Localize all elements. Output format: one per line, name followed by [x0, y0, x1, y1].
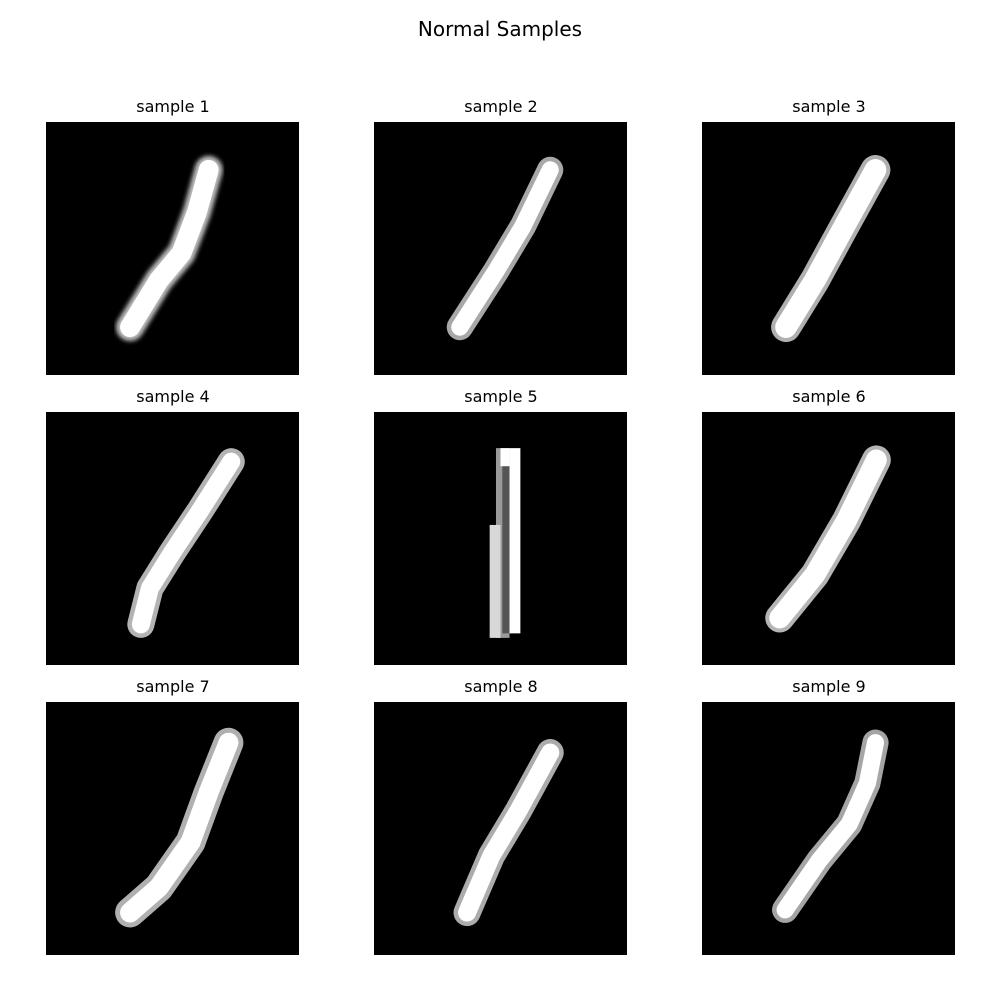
digit-one-stroke: [115, 727, 244, 928]
panel-title-4: sample 4: [136, 387, 210, 406]
sample-image-5: [374, 412, 627, 665]
panel-title-6: sample 6: [792, 387, 866, 406]
sample-image-1: [46, 122, 299, 375]
sample-image-2: [374, 122, 627, 375]
sample-image-7: [46, 702, 299, 955]
figure-title: Normal Samples: [417, 17, 583, 41]
digit-one-stroke: [116, 155, 223, 342]
digit-one-stroke: [453, 739, 564, 927]
digit-one-stroke: [772, 729, 889, 923]
sample-image-3: [702, 122, 955, 375]
digit-one-stroke: [771, 154, 891, 343]
panel-title-5: sample 5: [464, 387, 538, 406]
sample-image-9: [702, 702, 955, 955]
panel-title-9: sample 9: [792, 677, 866, 696]
panel-title-8: sample 8: [464, 677, 538, 696]
digit-one-stroke: [489, 448, 521, 638]
panel-title-2: sample 2: [464, 97, 538, 116]
sample-image-6: [702, 412, 955, 665]
digit-one-stroke: [127, 448, 245, 638]
panel-title-1: sample 1: [136, 97, 210, 116]
panel-title-7: sample 7: [136, 677, 210, 696]
sample-image-4: [46, 412, 299, 665]
digit-one-stroke: [446, 156, 564, 341]
sample-image-8: [374, 702, 627, 955]
panel-title-3: sample 3: [792, 97, 866, 116]
digit-one-stroke: [765, 445, 891, 633]
